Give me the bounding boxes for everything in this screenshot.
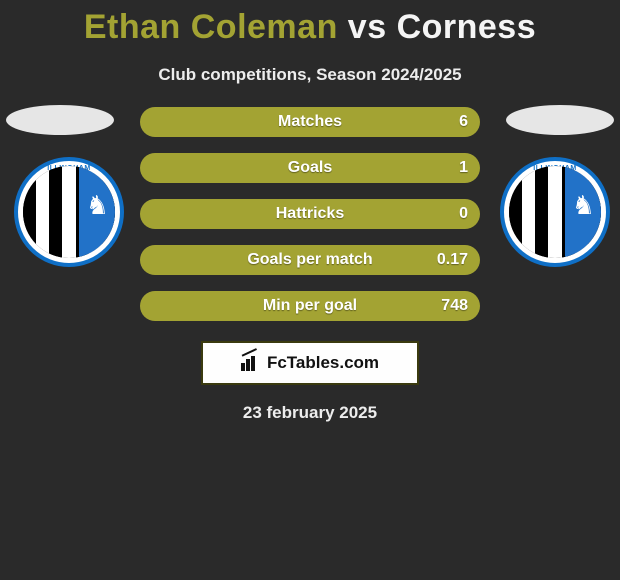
player1-name: Ethan Coleman [84,8,338,46]
horse-icon: ♞ [86,190,109,221]
brand-text: FcTables.com [267,353,379,373]
stat-label: Min per goal [140,291,480,321]
brand-badge: FcTables.com [201,341,419,385]
subtitle: Club competitions, Season 2024/2025 [0,65,620,85]
stat-label: Matches [140,107,480,137]
stat-row: 0.17Goals per match [140,245,480,275]
stats-list: 6Matches 1Goals 0Hattricks 0.17Goals per ma… [140,101,480,321]
stat-label: Hattricks [140,199,480,229]
player2-club-crest: ILLINGHAM ♞ [500,157,610,267]
stat-row: 6Matches [140,107,480,137]
stat-row: 748Min per goal [140,291,480,321]
snapshot-date: 23 february 2025 [0,403,620,423]
horse-icon: ♞ [572,190,595,221]
stat-row: 0Hattricks [140,199,480,229]
stat-row: 1Goals [140,153,480,183]
comparison-title: Ethan Coleman vs Corness [0,0,620,47]
player1-photo-placeholder [6,105,114,135]
player2-name: Corness [397,8,537,46]
player1-club-crest: ILLINGHAM ♞ [14,157,124,267]
stat-label: Goals [140,153,480,183]
vs-separator: vs [348,8,387,46]
player2-photo-placeholder [506,105,614,135]
bar-chart-icon [241,355,261,371]
comparison-content: ILLINGHAM ♞ ILLINGHAM ♞ 6Matches 1Goals [0,101,620,423]
stat-label: Goals per match [140,245,480,275]
